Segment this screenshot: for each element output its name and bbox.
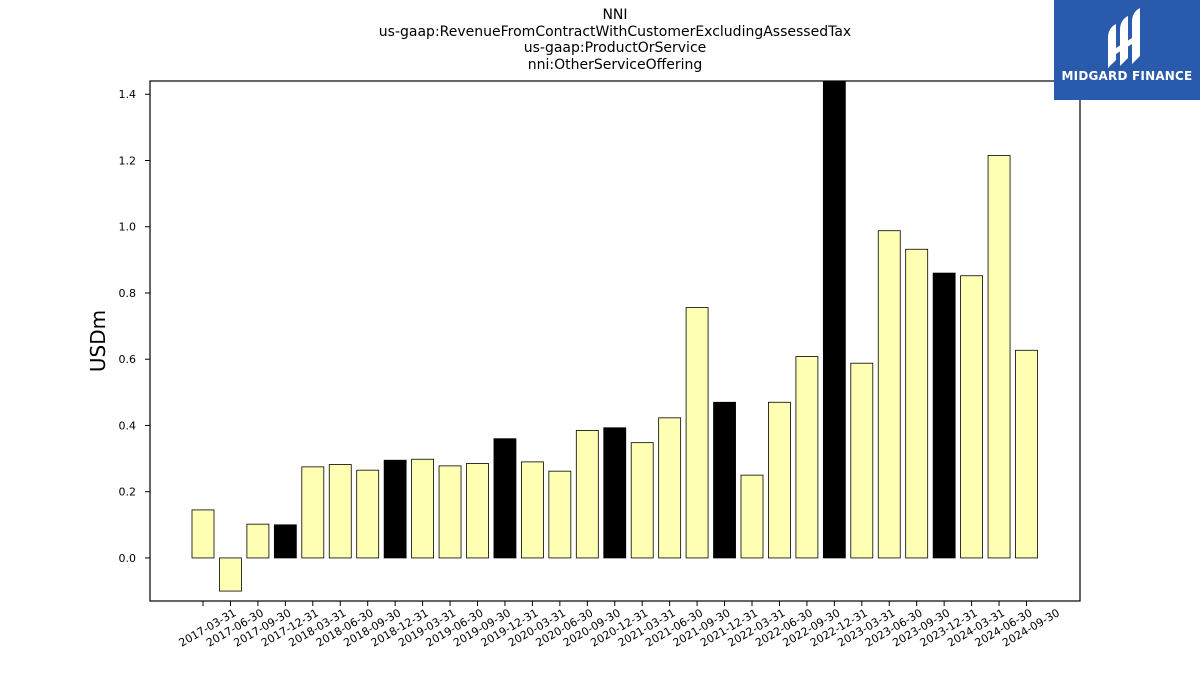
brand-logo: MIDGARD FINANCE <box>1054 0 1200 100</box>
bar <box>850 362 874 559</box>
y-tick-label: 1.0 <box>119 221 137 234</box>
bar <box>960 275 983 559</box>
bar <box>438 465 462 559</box>
bar <box>383 459 407 559</box>
bar <box>822 80 846 559</box>
bar <box>191 509 215 559</box>
bar <box>768 401 791 559</box>
bar <box>603 427 627 559</box>
bar <box>246 523 270 559</box>
bar <box>466 463 489 559</box>
bar <box>685 307 709 559</box>
bar <box>521 461 544 559</box>
bar <box>905 248 929 559</box>
bar <box>273 524 297 559</box>
brand-name: MIDGARD FINANCE <box>1061 69 1193 83</box>
bar <box>356 469 380 559</box>
y-axis-label: USDm <box>86 310 110 372</box>
y-tick-label: 1.4 <box>119 88 137 101</box>
bar <box>575 430 599 559</box>
y-tick-label: 0.2 <box>119 486 137 499</box>
midgard-logo-icon <box>1108 8 1140 68</box>
bar <box>1015 349 1038 559</box>
y-tick-label: 0.8 <box>119 287 137 300</box>
chart-title-line-4: nni:OtherServiceOffering <box>527 57 703 73</box>
bar <box>328 464 352 559</box>
chart-title-line-1: NNI <box>602 7 628 23</box>
bar <box>411 458 435 559</box>
bar <box>630 442 654 559</box>
bar <box>658 417 682 559</box>
bar <box>301 466 325 559</box>
bar <box>740 474 764 559</box>
bar <box>493 438 517 559</box>
bar <box>219 557 242 592</box>
bar <box>795 356 819 559</box>
y-tick-label: 1.2 <box>119 154 137 167</box>
bar <box>932 272 956 559</box>
y-tick-label: 0.0 <box>119 552 137 565</box>
bar <box>713 401 736 559</box>
y-tick-label: 0.4 <box>119 419 137 432</box>
bar <box>548 470 572 559</box>
chart-title-line-2: us-gaap:RevenueFromContractWithCustomerE… <box>378 24 852 40</box>
chart-title-line-3: us-gaap:ProductOrService <box>523 40 707 56</box>
bar <box>877 230 901 559</box>
y-tick-label: 0.6 <box>119 353 137 366</box>
bar <box>987 155 1011 559</box>
